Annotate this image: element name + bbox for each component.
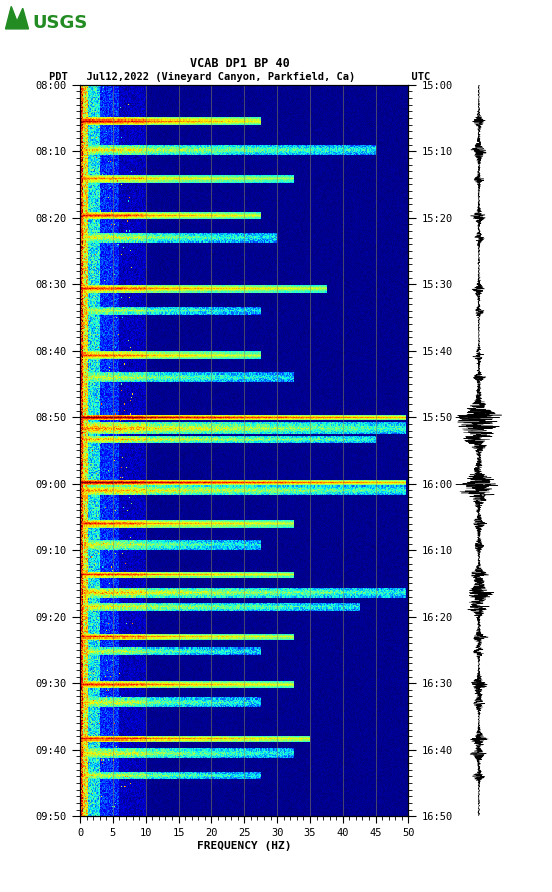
- Text: USGS: USGS: [33, 14, 88, 32]
- Polygon shape: [6, 6, 29, 29]
- Text: VCAB DP1 BP 40: VCAB DP1 BP 40: [190, 56, 290, 70]
- Text: PDT   Jul12,2022 (Vineyard Canyon, Parkfield, Ca)         UTC: PDT Jul12,2022 (Vineyard Canyon, Parkfie…: [50, 72, 431, 82]
- X-axis label: FREQUENCY (HZ): FREQUENCY (HZ): [197, 841, 291, 851]
